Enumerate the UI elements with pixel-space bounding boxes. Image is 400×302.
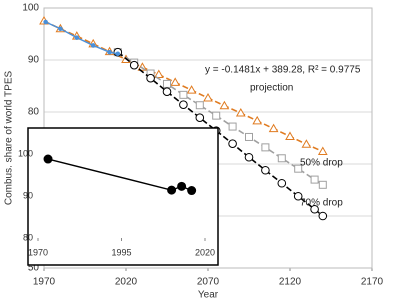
marker [163, 79, 171, 88]
marker [261, 165, 270, 175]
marker [195, 113, 205, 123]
y-tick-label: 80 [23, 232, 33, 242]
marker [318, 180, 327, 189]
marker [244, 152, 254, 162]
marker [285, 131, 295, 140]
marker [277, 178, 287, 188]
y-axis-label: Combus. share of world TPES [4, 71, 15, 206]
marker [252, 115, 263, 125]
marker [146, 73, 155, 83]
x-tick-label: 2020 [195, 247, 215, 257]
x-tick-label: 1970 [33, 277, 56, 288]
y-tick-label: 90 [23, 190, 33, 200]
y-tick-label: 100 [18, 148, 33, 158]
marker [43, 19, 48, 25]
marker [107, 49, 112, 55]
annotation: 70% drop [300, 198, 343, 209]
marker [228, 139, 237, 149]
marker [129, 60, 139, 70]
x-axis-label: Year [198, 290, 219, 301]
marker [177, 181, 187, 191]
series-line [47, 158, 192, 192]
marker [294, 164, 303, 173]
marker [58, 26, 63, 32]
marker [268, 123, 279, 133]
marker [318, 211, 328, 221]
annotation: 50% drop [300, 158, 343, 169]
marker [219, 100, 230, 110]
y-tick-label: 100 [22, 3, 39, 14]
marker [43, 154, 53, 164]
marker [317, 146, 328, 156]
marker [170, 77, 181, 86]
x-tick-label: 1970 [28, 247, 48, 257]
y-tick-label: 50 [28, 263, 40, 274]
x-tick-label: 2020 [115, 277, 138, 288]
marker [310, 204, 319, 214]
y-tick-label: 80 [28, 107, 40, 118]
marker [203, 92, 213, 102]
marker [235, 108, 246, 117]
marker [186, 85, 197, 94]
marker [301, 139, 312, 148]
inset-frame [27, 127, 219, 266]
marker [162, 87, 172, 97]
marker [115, 51, 121, 57]
marker [195, 101, 204, 110]
marker [245, 132, 253, 141]
marker [153, 69, 164, 79]
marker [310, 175, 319, 184]
marker [179, 100, 188, 110]
marker [277, 154, 286, 163]
x-tick-label: 1995 [111, 247, 131, 257]
marker [179, 90, 188, 99]
marker [187, 186, 197, 196]
marker [90, 43, 96, 48]
x-tick-label: 2170 [361, 277, 384, 288]
x-tick-label: 2070 [197, 277, 220, 288]
x-tick-label: 2120 [279, 277, 302, 288]
marker [228, 122, 237, 131]
annotation: projection [250, 83, 293, 94]
marker [293, 191, 303, 201]
y-tick-label: 90 [28, 55, 40, 66]
annotation: y = -0.1481x + 389.28, R² = 0.9775 [205, 65, 361, 76]
marker [261, 143, 270, 152]
marker [74, 35, 80, 40]
marker [167, 185, 177, 195]
marker [212, 111, 221, 120]
